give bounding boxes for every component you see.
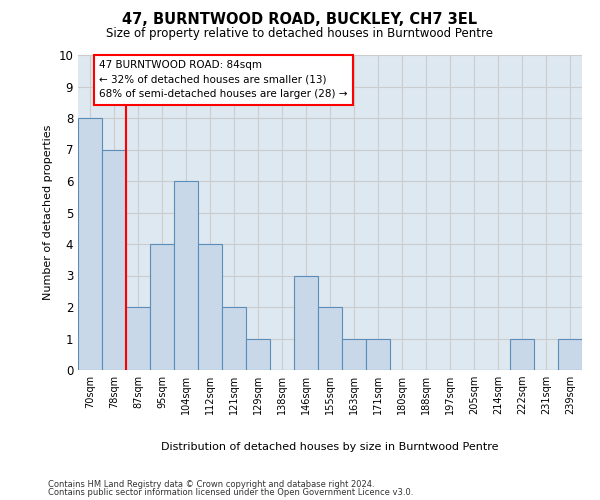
Text: Distribution of detached houses by size in Burntwood Pentre: Distribution of detached houses by size … <box>161 442 499 452</box>
Bar <box>558 338 582 370</box>
Bar <box>198 244 222 370</box>
Text: Contains public sector information licensed under the Open Government Licence v3: Contains public sector information licen… <box>48 488 413 497</box>
Bar <box>126 307 150 370</box>
Y-axis label: Number of detached properties: Number of detached properties <box>43 125 53 300</box>
Bar <box>366 338 390 370</box>
Bar <box>222 307 246 370</box>
Bar <box>510 338 534 370</box>
Bar <box>246 338 270 370</box>
Text: Contains HM Land Registry data © Crown copyright and database right 2024.: Contains HM Land Registry data © Crown c… <box>48 480 374 489</box>
Bar <box>318 307 342 370</box>
Bar <box>342 338 366 370</box>
Text: 47, BURNTWOOD ROAD, BUCKLEY, CH7 3EL: 47, BURNTWOOD ROAD, BUCKLEY, CH7 3EL <box>122 12 478 28</box>
Bar <box>174 181 198 370</box>
Bar <box>294 276 318 370</box>
Text: Size of property relative to detached houses in Burntwood Pentre: Size of property relative to detached ho… <box>107 28 493 40</box>
Bar <box>150 244 174 370</box>
Bar <box>78 118 102 370</box>
Text: 47 BURNTWOOD ROAD: 84sqm
← 32% of detached houses are smaller (13)
68% of semi-d: 47 BURNTWOOD ROAD: 84sqm ← 32% of detach… <box>99 60 347 100</box>
Bar <box>102 150 126 370</box>
